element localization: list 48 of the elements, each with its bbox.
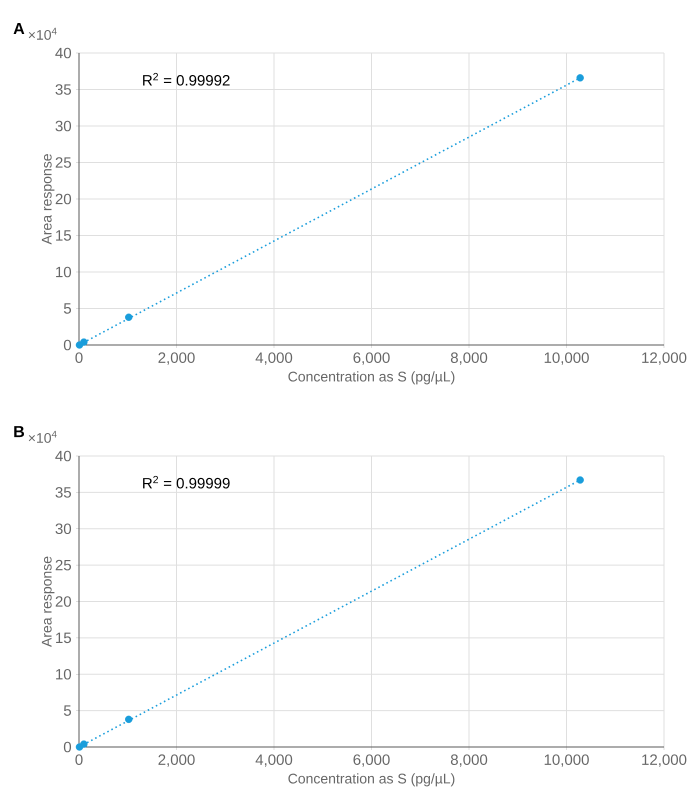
chart-title: B bbox=[14, 426, 24, 438]
point bbox=[576, 476, 584, 484]
point bbox=[125, 314, 132, 321]
y-tick-label: 10 bbox=[56, 266, 72, 278]
point bbox=[80, 338, 88, 346]
x-tick-label: 0 bbox=[75, 754, 83, 765]
x-tick-label: 10,000 bbox=[544, 352, 589, 365]
y-axis-title: Area response bbox=[42, 556, 54, 647]
point bbox=[125, 716, 132, 724]
x-tick-label: 2,000 bbox=[158, 352, 195, 365]
y-tick-label: 20 bbox=[56, 596, 72, 607]
x-tick-label: 6,000 bbox=[354, 754, 390, 767]
y-tick-label: 25 bbox=[56, 157, 72, 168]
y-tick-label: 10 bbox=[56, 668, 72, 680]
text: ×10$^{4}$ bbox=[28, 28, 57, 40]
point bbox=[80, 740, 88, 748]
y-tick-label: 0 bbox=[64, 742, 72, 752]
annotation: R$^{2}$ = 0.99999 bbox=[143, 476, 230, 489]
y-tick-label: 35 bbox=[56, 84, 72, 95]
y-tick-label: 30 bbox=[56, 523, 72, 534]
y-tick-label: 35 bbox=[56, 487, 72, 498]
x-tick-label: 4,000 bbox=[256, 754, 292, 767]
y-tick-label: 15 bbox=[56, 230, 72, 241]
y-tick-label: 15 bbox=[56, 632, 72, 644]
annotation: R$^{2}$ = 0.99992 bbox=[143, 72, 230, 86]
x-tick-label: 10,000 bbox=[544, 754, 589, 767]
y-axis-title: Area response bbox=[42, 154, 54, 244]
x-tick-label: 2,000 bbox=[158, 754, 195, 767]
x-tick-label: 0 bbox=[75, 352, 83, 363]
x-tick-label: 12,000 bbox=[642, 352, 686, 365]
text: ×10$^{4}$ bbox=[28, 430, 57, 443]
x-tick-label: 6,000 bbox=[354, 352, 390, 365]
y-tick-label: 20 bbox=[56, 194, 72, 204]
x-tick-label: 8,000 bbox=[450, 352, 488, 365]
x-axis-title: Concentration as S (pg/µL) bbox=[288, 371, 454, 384]
y-tick-label: 25 bbox=[56, 560, 72, 570]
y-tick-label: 30 bbox=[56, 120, 72, 132]
chart-title: A bbox=[14, 23, 24, 34]
y-tick-label: 5 bbox=[64, 705, 72, 716]
y-tick-label: 40 bbox=[55, 450, 72, 462]
point bbox=[576, 74, 584, 82]
y-tick-label: 40 bbox=[55, 48, 72, 58]
x-tick-label: 12,000 bbox=[642, 754, 686, 767]
x-tick-label: 4,000 bbox=[256, 352, 292, 365]
x-tick-label: 8,000 bbox=[450, 754, 488, 767]
y-tick-label: 5 bbox=[64, 303, 72, 314]
y-tick-label: 0 bbox=[64, 340, 72, 350]
x-axis-title: Concentration as S (pg/µL) bbox=[288, 773, 454, 786]
